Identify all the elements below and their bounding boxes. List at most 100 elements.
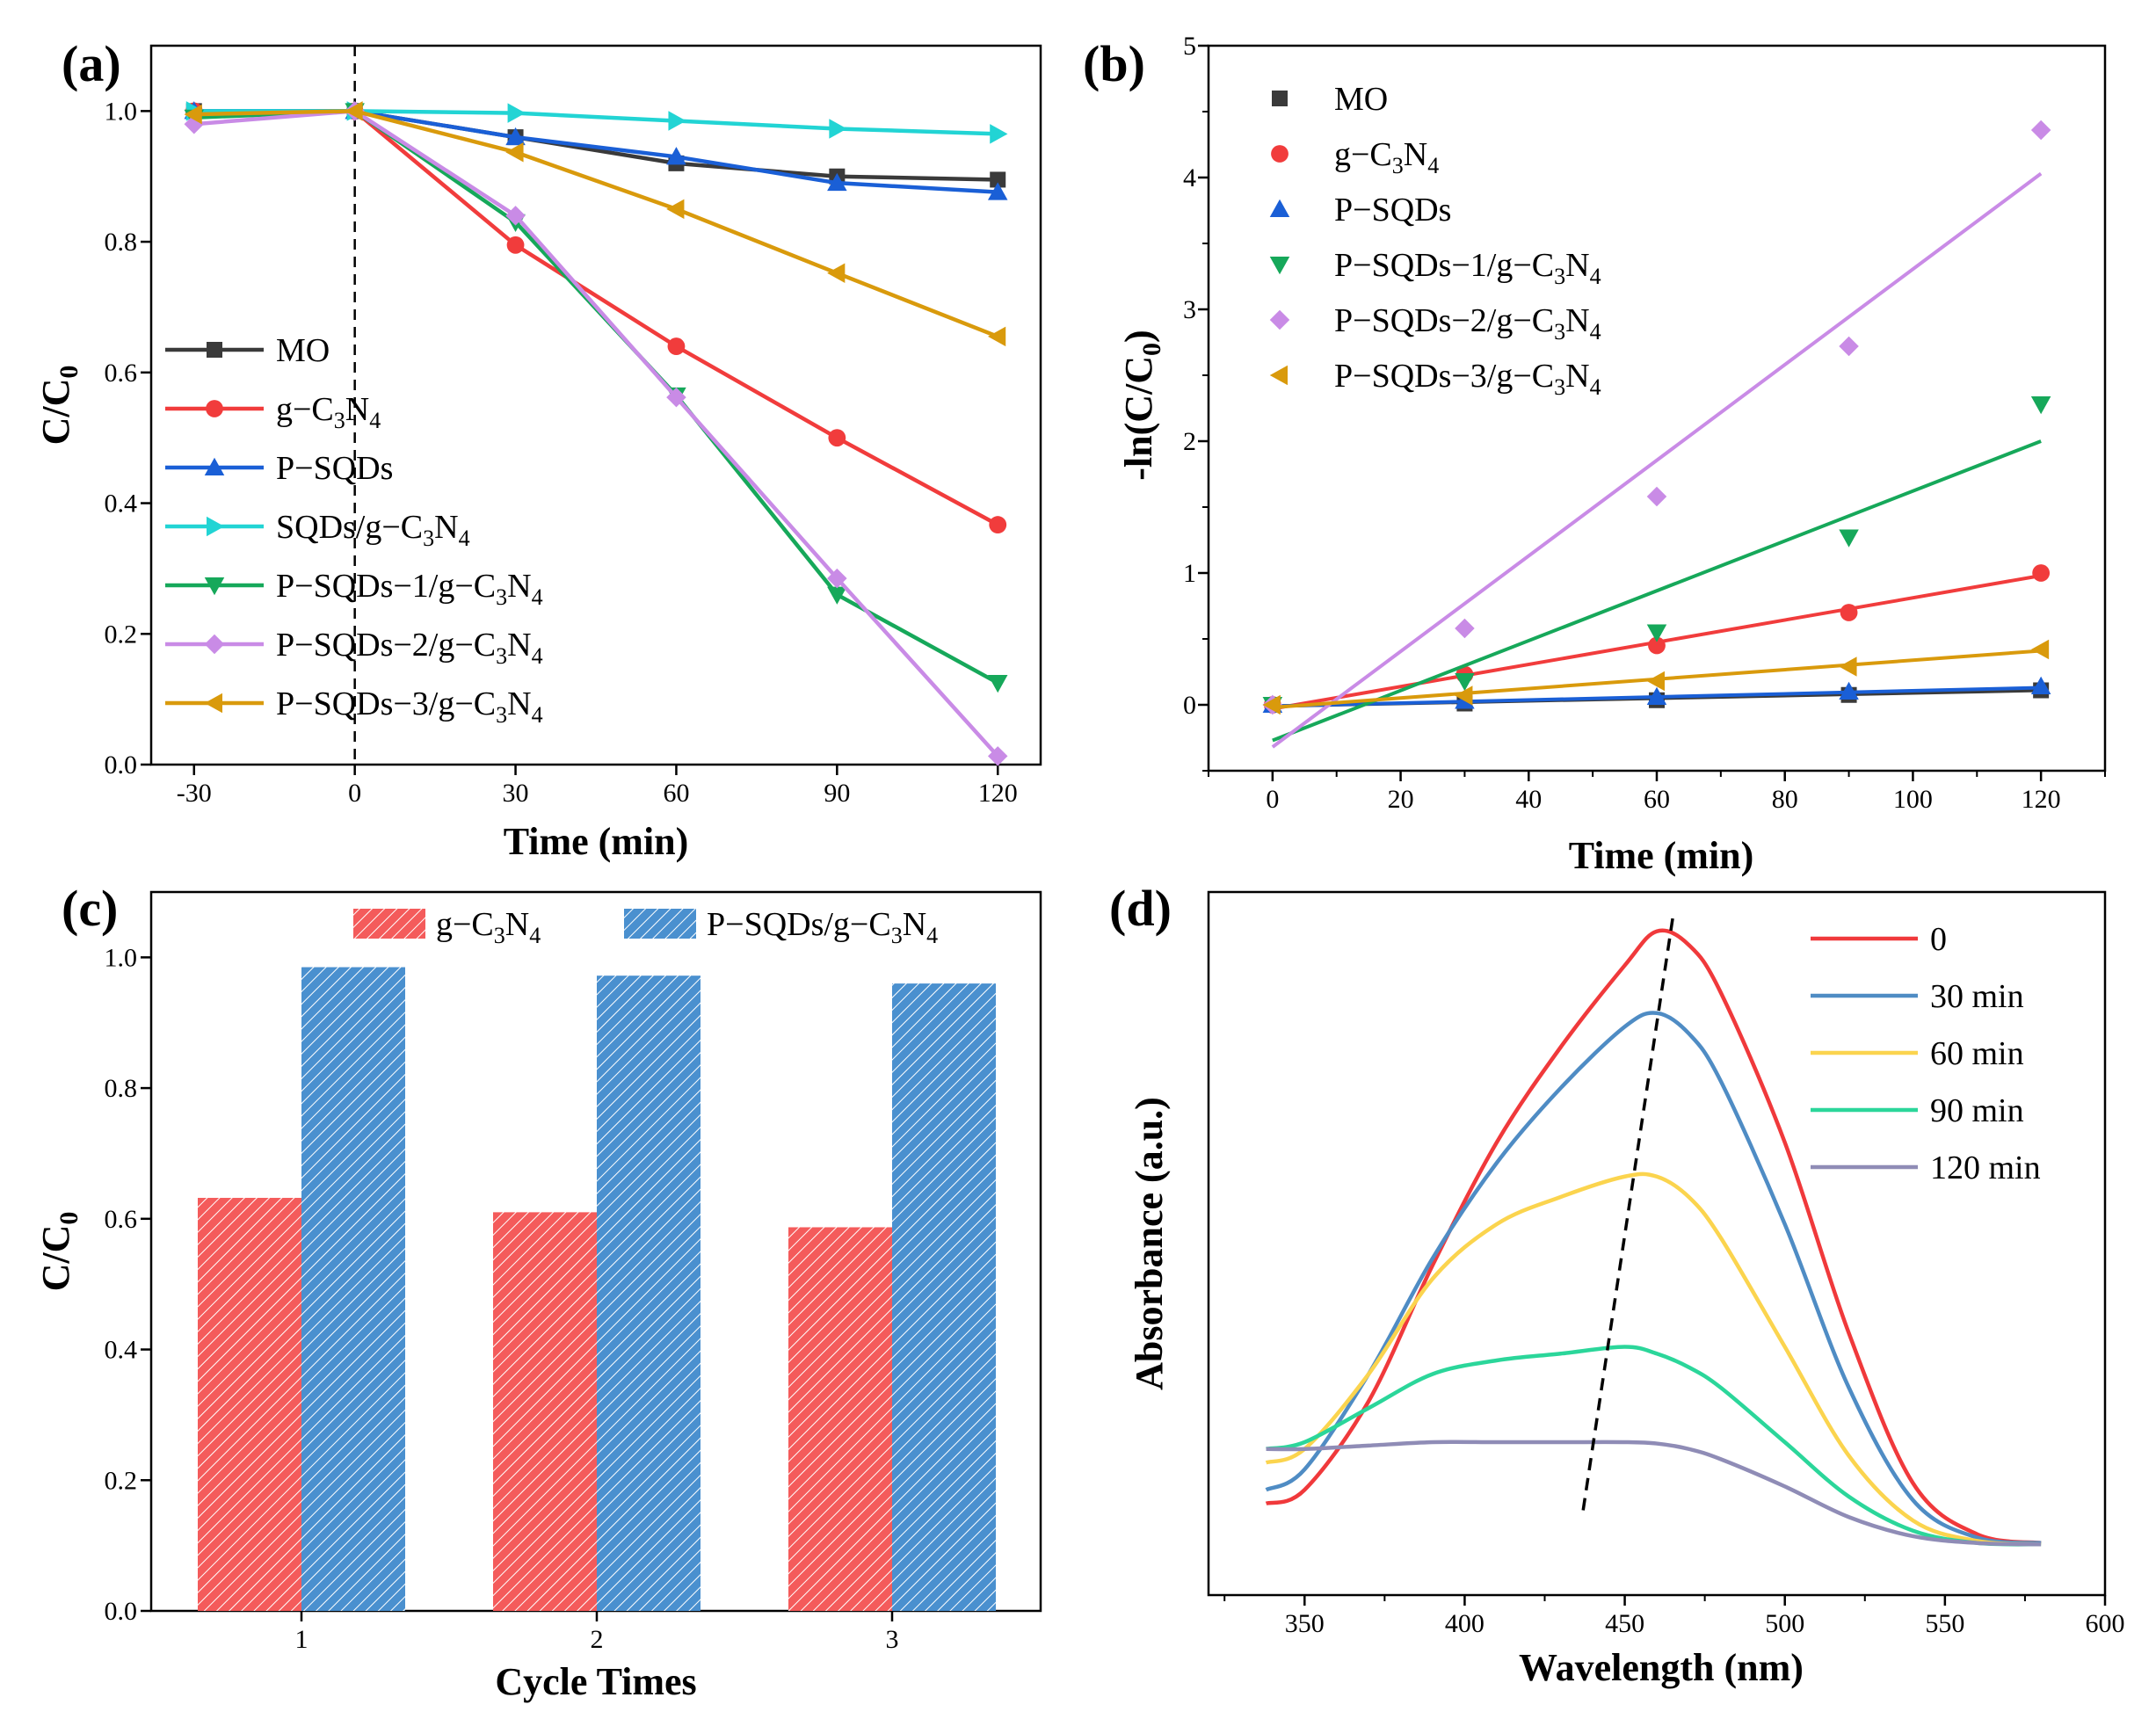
data-point-P-SQDs-1/g-C3N4 [1839, 529, 1859, 548]
legend-label-P-SQDs-2/g-C3N4-mid: N [1565, 302, 1589, 339]
x-tick-label: 60 [663, 779, 689, 808]
panel-c-ylabel-sub: 0 [54, 1212, 83, 1225]
legend-label-P-SQDs-1/g-C3N4: P−SQDs−1/g−C3N4 [1334, 247, 1601, 289]
panel-a-ylabel-main: C/C [34, 379, 77, 446]
x-tick-label: 30 [503, 779, 529, 808]
y-tick-label: 0 [1183, 691, 1196, 720]
bar-g-C3N4 [493, 1212, 597, 1611]
legend-label-MO-text: MO [1334, 81, 1388, 118]
data-point-P-SQDs-1/g-C3N4 [827, 586, 847, 605]
legend-marker-P-SQDs-1/g-C3N4 [204, 577, 225, 596]
legend-label-P-SQDs-1/g-C3N4-sub: 3 [1554, 264, 1565, 289]
data-point-P-SQDs [1839, 681, 1859, 700]
legend-label-P-SQDs-2/g-C3N4-mid: N [507, 627, 531, 664]
legend-label-g-C3N4-mid: N [345, 391, 369, 428]
panel-c-plot-area: 0.00.20.40.60.81.01 2 3g−C3N4 P−SQDs/g−C3N4 [105, 906, 996, 1654]
bar-g-C3N4 [788, 1227, 892, 1611]
data-point-SQDs/g-C3N4 [990, 124, 1008, 144]
panel-d: (d) 350 400 450 500 550 600 0 30 min 60 min 90 mi… [1109, 880, 2125, 1689]
legend-label-P-SQDs-2/g-C3N4-sub2: 4 [532, 643, 543, 669]
legend-label-P-SQDs/g-C3N4-text: P−SQDs/g−C [707, 906, 891, 943]
data-point-SQDs/g-C3N4 [829, 119, 847, 139]
x-tick-label: 350 [1285, 1609, 1325, 1638]
legend-label-P-SQDs-3/g-C3N4: P−SQDs−3/g−C3N4 [1334, 358, 1601, 400]
data-point-g-C3N4 [989, 516, 1007, 533]
y-tick-label: 0.8 [105, 1074, 138, 1103]
spectrum-line-90 min [1266, 1345, 2042, 1547]
legend-label-P-SQDs-2/g-C3N4-sub: 3 [496, 643, 507, 669]
fit-line-P-SQDs-1/g-C3N4 [1272, 439, 2042, 743]
x-tick-label: 100 [1893, 785, 1933, 814]
legend-label-g-C3N4-sub2: 4 [369, 408, 381, 433]
data-point-g-C3N4 [828, 429, 846, 447]
x-tick-label: 120 [2022, 785, 2061, 814]
legend-label-P-SQDs: P−SQDs [276, 450, 393, 487]
data-point-P-SQDs-3/g-C3N4 [505, 141, 524, 163]
legend-label-P-SQDs-3/g-C3N4-mid: N [507, 685, 531, 722]
x-tick-label: -30 [177, 779, 212, 808]
legend-label-P-SQDs/g-C3N4-mid: N [903, 906, 926, 943]
data-point-SQDs/g-C3N4 [668, 111, 686, 131]
panel-b-ylabel-main: -ln(C/C [1117, 356, 1160, 481]
data-point-g-C3N4 [1840, 604, 1858, 621]
y-tick-label: 0.2 [105, 620, 138, 649]
bar-g-C3N4 [198, 1198, 301, 1611]
data-point-P-SQDs-2/g-C3N4 [666, 387, 686, 408]
data-point-P-SQDs [987, 182, 1008, 200]
data-point-P-SQDs-3/g-C3N4 [1839, 656, 1857, 677]
legend-label-g-C3N4-sub: 3 [334, 408, 345, 433]
legend-label-P-SQDs-3/g-C3N4-sub: 3 [496, 702, 507, 728]
data-point-P-SQDs-3/g-C3N4 [827, 263, 846, 284]
legend-label-P-SQDs-3/g-C3N4-text: P−SQDs−3/g−C [1334, 358, 1554, 395]
data-point-g-C3N4 [506, 236, 525, 254]
data-point-P-SQDs-3/g-C3N4 [666, 199, 685, 220]
x-tick-label: 60 [1644, 785, 1670, 814]
legend-label-P-SQDs-2/g-C3N4: P−SQDs−2/g−C3N4 [276, 627, 543, 669]
y-tick-label: 0.4 [105, 490, 138, 519]
x-tick-label: 400 [1445, 1609, 1485, 1638]
y-tick-label: 1.0 [105, 943, 138, 972]
legend-marker-P-SQDs-3/g-C3N4 [204, 693, 222, 714]
legend-label-g-C3N4-sub2: 4 [1427, 153, 1439, 178]
data-point-P-SQDs-1/g-C3N4 [987, 675, 1008, 693]
legend-label-P-SQDs-3/g-C3N4-text: P−SQDs−3/g−C [276, 685, 496, 722]
peak-shift-dashed-line [1581, 917, 1674, 1511]
legend-label-g-C3N4-sub: 3 [494, 923, 505, 948]
legend-marker-P-SQDs [1269, 199, 1290, 217]
panel-c-xlabel: Cycle Times [495, 1660, 696, 1703]
data-point-SQDs/g-C3N4 [507, 103, 526, 123]
legend-marker-P-SQDs-2/g-C3N4 [204, 634, 225, 655]
panel-d-legend: 0 30 min 60 min 90 min 120 min [1811, 921, 2041, 1186]
panel-c-ylabel-main: C/C [34, 1225, 77, 1292]
data-point-P-SQDs [2030, 676, 2051, 694]
legend-marker-P-SQDs-3/g-C3N4 [1269, 365, 1288, 386]
legend-label-g-C3N4: g−C3N4 [1334, 136, 1439, 178]
spectrum-line-30 min [1265, 1011, 2042, 1545]
data-point-P-SQDs-3/g-C3N4 [2030, 639, 2050, 660]
legend-label-P-SQDs-2/g-C3N4-text: P−SQDs−2/g−C [1334, 302, 1554, 339]
panel-a-label: (a) [62, 35, 121, 92]
data-point-P-SQDs [666, 147, 686, 165]
panel-b-ylabel-sub: 0 [1137, 343, 1166, 356]
x-tick-label: 500 [1765, 1609, 1804, 1638]
spectrum-line-0 [1265, 928, 2042, 1545]
data-point-P-SQDs-2/g-C3N4 [1455, 618, 1475, 639]
legend-label-P-SQDs-3/g-C3N4: P−SQDs−3/g−C3N4 [276, 685, 543, 728]
panel-a-xlabel: Time (min) [504, 820, 689, 863]
legend-marker-g-C3N4 [1271, 145, 1289, 163]
legend-label-g-C3N4-mid: N [505, 906, 529, 943]
legend-label-P-SQDs-1/g-C3N4-sub2: 4 [1590, 264, 1601, 289]
legend-label-MO-text: MO [276, 332, 330, 369]
y-tick-label: 0.0 [105, 1597, 138, 1626]
y-tick-label: 4 [1183, 163, 1196, 192]
spectrum-line-60 min [1265, 1171, 2042, 1547]
x-tick-label: 600 [2086, 1609, 2125, 1638]
data-point-P-SQDs-3/g-C3N4 [1262, 694, 1281, 715]
data-point-P-SQDs-2/g-C3N4 [827, 568, 847, 589]
panel-d-frame [1207, 890, 2107, 1597]
legend-label-P-SQDs-1/g-C3N4: P−SQDs−1/g−C3N4 [276, 568, 543, 610]
legend-marker-g-C3N4 [206, 400, 223, 417]
panel-b-ylabel: -ln(C/C0) [1117, 330, 1166, 480]
legend-label-120 min: 120 min [1930, 1150, 2041, 1186]
